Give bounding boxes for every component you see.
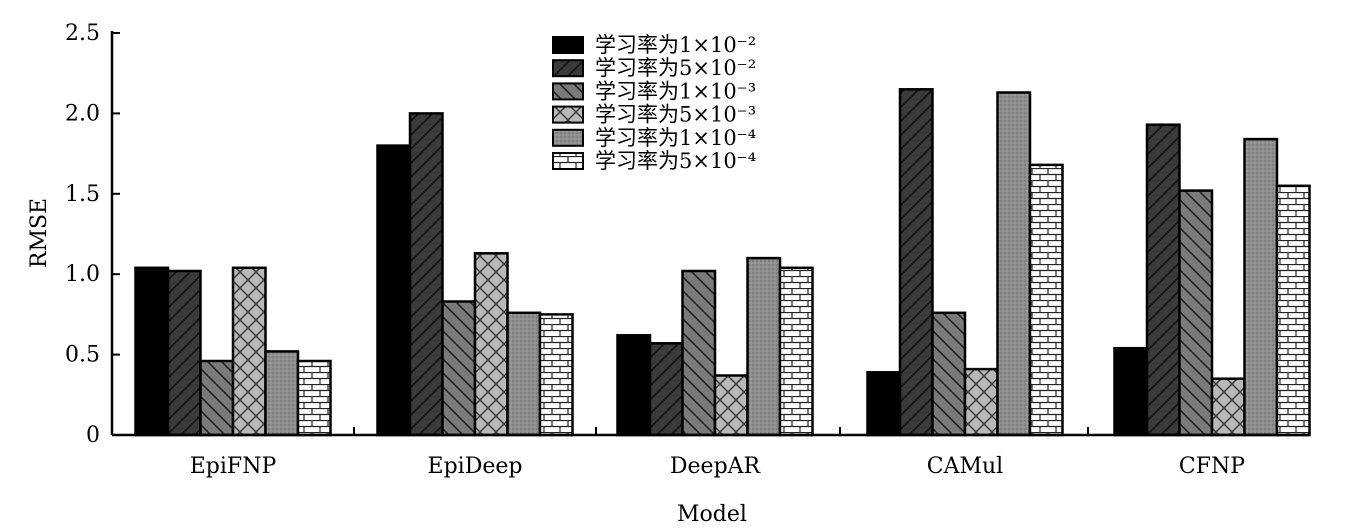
- bar-camul-series-6: [1028, 163, 1064, 437]
- x-axis-title: Model: [677, 502, 747, 527]
- bar-deepar-series-1: [616, 334, 652, 437]
- legend-label: 学习率为1×10⁻⁴: [595, 126, 756, 150]
- y-tick-label: 2.5: [65, 21, 100, 46]
- bar-epifnp-series-3: [199, 359, 235, 437]
- bar-camul-series-3: [931, 311, 967, 437]
- bar-cfnp-series-1: [1113, 346, 1149, 437]
- bar-epideep-series-4: [473, 252, 509, 437]
- legend: 学习率为1×10⁻²学习率为5×10⁻²学习率为1×10⁻³学习率为5×10⁻³…: [552, 33, 756, 173]
- bar-cfnp-series-2: [1145, 123, 1181, 437]
- legend-swatch: [552, 59, 584, 78]
- x-tick-label: DeepAR: [670, 454, 762, 479]
- bar-camul-series-1: [866, 371, 902, 437]
- y-tick-label: 2.0: [65, 101, 100, 126]
- bar-epifnp-series-6: [296, 359, 332, 437]
- bar-deepar-series-3: [681, 269, 717, 437]
- legend-label: 学习率为5×10⁻²: [595, 56, 756, 80]
- bar-camul-series-5: [996, 91, 1032, 437]
- bar-camul-series-2: [898, 88, 934, 437]
- legend-label: 学习率为1×10⁻²: [595, 33, 756, 57]
- legend-label: 学习率为5×10⁻⁴: [595, 149, 756, 173]
- bar-camul-series-4: [963, 367, 999, 437]
- bar-deepar-series-4: [713, 374, 749, 437]
- legend-label: 学习率为5×10⁻³: [595, 103, 756, 127]
- y-axis-title: RMSE: [27, 198, 52, 268]
- legend-swatch: [552, 105, 584, 124]
- bar-deepar-series-6: [778, 266, 814, 437]
- legend-swatch: [552, 36, 584, 54]
- legend-swatch: [552, 128, 584, 147]
- x-tick-label: EpiFNP: [190, 454, 277, 479]
- bar-cfnp-series-3: [1178, 189, 1214, 437]
- x-tick-label: CAMul: [927, 454, 1003, 479]
- y-tick-label: 1.0: [65, 262, 100, 287]
- axes-layer: 0 0.5 1.0 1.5 2.0 2.5 EpiFNP EpiDeep DeepAR CAMul…: [65, 21, 1310, 479]
- bar-deepar-series-2: [648, 342, 684, 437]
- legend-label: 学习率为1×10⁻³: [595, 79, 756, 103]
- bar-epifnp-series-1: [134, 266, 170, 437]
- bar-cfnp-series-6: [1275, 184, 1311, 437]
- bar-epideep-series-5: [506, 311, 542, 437]
- bar-epideep-series-6: [538, 313, 574, 437]
- x-tick-label: CFNP: [1179, 454, 1245, 479]
- bar-epideep-series-1: [376, 144, 412, 437]
- bar-epideep-series-2: [408, 112, 444, 437]
- bar-epifnp-series-2: [166, 269, 202, 437]
- y-tick-label: 0.5: [65, 343, 100, 368]
- bar-epideep-series-3: [441, 300, 477, 437]
- x-tick-label: EpiDeep: [428, 454, 523, 479]
- legend-swatch: [552, 82, 584, 101]
- bar-deepar-series-5: [746, 256, 782, 437]
- bars-layer: [134, 88, 1311, 437]
- bar-cfnp-series-4: [1210, 377, 1246, 437]
- y-tick-label: 0: [86, 423, 100, 448]
- bar-epifnp-series-5: [264, 350, 300, 437]
- bar-epifnp-series-4: [231, 266, 267, 437]
- legend-swatch: [552, 152, 584, 170]
- y-tick-label: 1.5: [65, 182, 100, 207]
- bar-cfnp-series-5: [1243, 137, 1279, 437]
